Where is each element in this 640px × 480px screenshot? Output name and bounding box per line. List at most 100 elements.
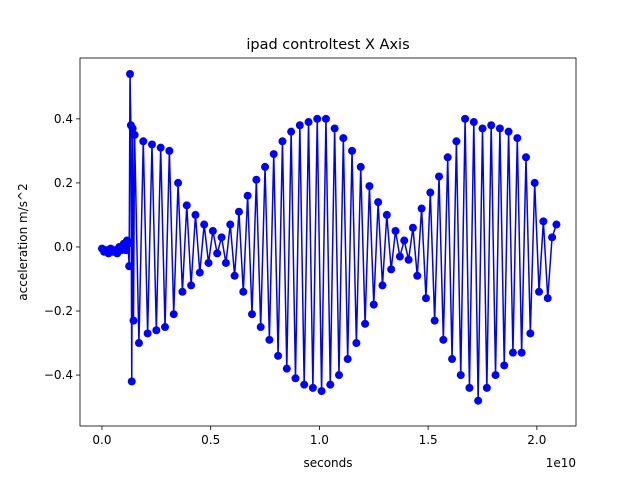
plot-frame [79,57,577,427]
x-tick-label: 0.5 [201,433,220,447]
data-point [248,310,257,319]
data-point [465,383,474,392]
data-point [369,300,378,309]
y-tick-label: −0.2 [44,304,73,318]
data-point [295,121,304,130]
data-point [361,319,370,328]
data-point [274,351,283,360]
data-point [430,316,439,325]
data-point [313,114,322,123]
data-point [321,114,330,123]
data-point [187,281,196,290]
data-point [217,233,226,242]
data-point [378,281,387,290]
data-point [308,383,317,392]
data-point [234,207,243,216]
data-point [435,172,444,181]
data-point [287,127,296,136]
data-point [543,294,552,303]
data-point [204,258,213,267]
data-point [356,162,365,171]
data-point [517,348,526,357]
data-point [521,153,530,162]
data-point [474,396,483,405]
data-point [156,143,165,152]
data-point [174,178,183,187]
x-tick-label: 1.0 [310,433,329,447]
data-point [535,287,544,296]
x-tick-label: 0.0 [92,433,111,447]
data-point [382,210,391,219]
data-point [456,371,465,380]
data-point [128,124,137,133]
data-point [130,130,139,139]
data-point [121,246,130,255]
data-point [200,220,209,229]
data-point [413,271,422,280]
data-point [421,294,430,303]
data-point [395,252,404,261]
data-point [495,124,504,133]
data-point [365,182,374,191]
data-point [552,220,561,229]
data-point [152,326,161,335]
data-point [269,150,278,159]
chart-title: ipad controltest X Axis [246,37,409,53]
data-point [125,262,134,271]
data-point [352,339,361,348]
data-point [300,380,309,389]
data-point [417,204,426,213]
data-point [129,316,138,325]
data-point [134,339,143,348]
data-point [195,268,204,277]
data-point [291,374,300,383]
data-point [326,380,335,389]
data-point [252,175,261,184]
data-point [426,188,435,197]
data-point [208,226,217,235]
data-point [487,121,496,130]
data-point [339,134,348,143]
data-point [548,233,557,242]
data-point [448,355,457,364]
data-point [278,137,287,146]
y-tick-label: 0.4 [54,112,73,126]
data-point [504,127,513,136]
y-tick-label: 0.0 [54,240,73,254]
data-point [374,198,383,207]
data-point [191,210,200,219]
data-point [508,348,517,357]
data-point [404,255,413,264]
y-axis-label: acceleration m/s^2 [16,183,30,300]
data-point [127,377,136,386]
data-point [282,364,291,373]
data-point [165,146,174,155]
data-point [161,323,170,332]
data-point [387,265,396,274]
data-point [139,137,148,146]
data-point [500,361,509,370]
data-point [256,323,265,332]
data-point [261,162,270,171]
data-point [482,383,491,392]
x-axis-label: seconds [303,456,352,470]
data-point [539,217,548,226]
data-point [400,236,409,245]
data-point [178,287,187,296]
x-tick-label: 1.5 [419,433,438,447]
data-point [221,258,230,267]
data-point [469,118,478,127]
data-point [143,329,152,338]
data-point [408,223,417,232]
data-point [239,287,248,296]
data-point [343,355,352,364]
data-point [126,70,135,79]
x-offset-label: 1e10 [546,456,576,470]
data-point [147,140,156,149]
data-point [230,271,239,280]
data-point [226,220,235,229]
data-line [101,74,558,401]
data-point [124,239,133,248]
